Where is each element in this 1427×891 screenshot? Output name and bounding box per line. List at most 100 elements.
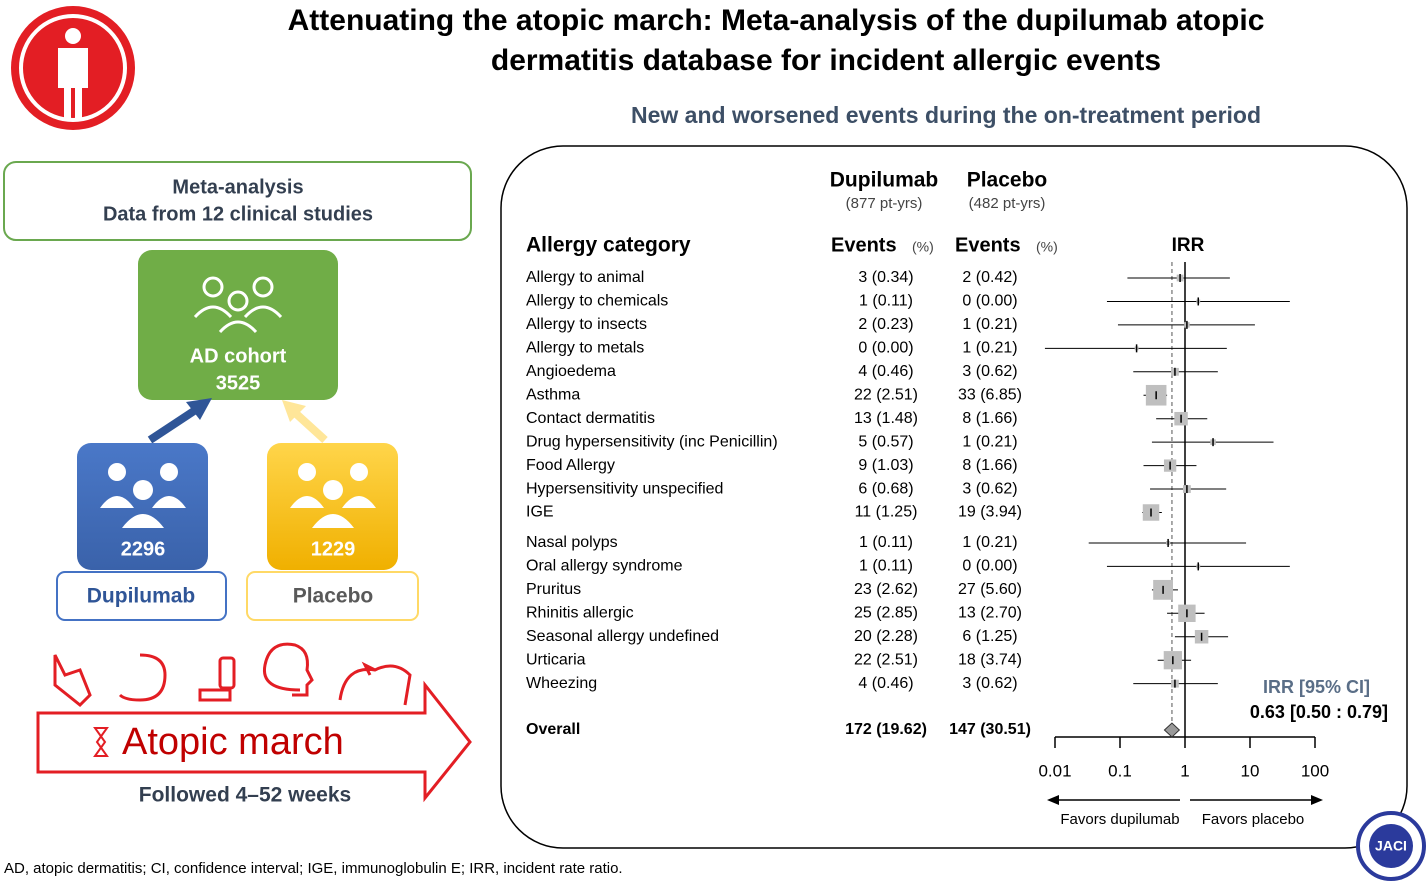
column-header: Dupilumab: [830, 169, 939, 192]
favor-arrow-head: [1311, 795, 1323, 805]
category-label: Pruritus: [526, 581, 581, 598]
placebo-events: 33 (6.85): [958, 386, 1022, 403]
placebo-events: 18 (3.74): [958, 651, 1022, 668]
dupilumab-events: 6 (0.68): [858, 480, 913, 497]
dupilumab-events: 9 (1.03): [858, 457, 913, 474]
category-label: Nasal polyps: [526, 534, 618, 551]
x-tick-label: 1: [1180, 761, 1189, 780]
dupilumab-events: 20 (2.28): [854, 628, 918, 645]
placebo-events: 1 (0.21): [962, 433, 1017, 450]
arrow: [289, 407, 328, 443]
dupilumab-events: 4 (0.46): [858, 363, 913, 380]
placebo-events: 3 (0.62): [962, 363, 1017, 380]
category-label: Drug hypersensitivity (inc Penicillin): [526, 433, 778, 450]
placebo-events: 27 (5.60): [958, 581, 1022, 598]
title: dermatitis database for incident allergi…: [491, 44, 1161, 77]
dupilumab-events: 22 (2.51): [854, 651, 918, 668]
dupilumab-events: 4 (0.46): [858, 675, 913, 692]
x-tick-label: 100: [1301, 761, 1329, 780]
placebo-label: Placebo: [293, 585, 374, 608]
meta-box: [3, 161, 472, 241]
followed: Followed 4–52 weeks: [139, 784, 351, 807]
column-header: (%): [912, 239, 934, 255]
arrow-head: [282, 400, 306, 422]
dupilumab-events: 13 (1.48): [854, 410, 918, 427]
placebo-events: 6 (1.25): [962, 628, 1017, 645]
meta-text: Meta-analysis: [172, 176, 303, 198]
dupilumab-events: 3 (0.34): [858, 269, 913, 286]
category-label: Hypersensitivity unspecified: [526, 480, 723, 497]
overall-placebo: 147 (30.51): [949, 721, 1031, 738]
forest-panel: [500, 145, 1408, 849]
category-label: Allergy to animal: [526, 269, 644, 286]
people-icon: [193, 276, 283, 334]
dupilumab-events: 1 (0.11): [859, 558, 913, 575]
category-label: Asthma: [526, 386, 580, 403]
placebo-events: 8 (1.66): [962, 410, 1017, 427]
placebo-events: 1 (0.21): [962, 534, 1017, 551]
placebo-n: 1229: [311, 538, 356, 560]
column-header: IRR: [1172, 235, 1205, 256]
cohort-box: [138, 250, 338, 400]
x-tick-label: 0.1: [1108, 761, 1132, 780]
placebo-label-box: [246, 571, 419, 621]
dupilumab-events: 2 (0.23): [858, 316, 913, 333]
category-label: Allergy to chemicals: [526, 293, 668, 310]
irr-label: IRR [95% CI]: [1263, 677, 1370, 697]
meta-text: Data from 12 clinical studies: [103, 203, 373, 225]
category-label: Contact dermatitis: [526, 410, 655, 427]
journal-logo-text: JACI: [1375, 838, 1407, 854]
cohort-n: 3525: [216, 372, 261, 394]
placebo-events: 3 (0.62): [962, 480, 1017, 497]
hourglass: [93, 727, 109, 757]
march-label: Atopic march: [122, 721, 344, 763]
placebo-events: 2 (0.42): [962, 269, 1017, 286]
category-label: Rhinitis allergic: [526, 605, 634, 622]
placebo-events: 0 (0.00): [962, 293, 1017, 310]
dupilumab-events: 0 (0.00): [858, 340, 913, 357]
march-arrow: [36, 680, 472, 803]
column-header: (%): [1036, 239, 1058, 255]
favor-label: Favors dupilumab: [1060, 811, 1179, 828]
people-icon: [100, 463, 376, 528]
dupilumab-events: 1 (0.11): [859, 293, 913, 310]
favor-arrow-head: [1047, 795, 1059, 805]
category-label: Urticaria: [526, 651, 586, 668]
column-header: Events: [831, 234, 897, 256]
placebo-events: 0 (0.00): [962, 558, 1017, 575]
arrow: [147, 403, 203, 444]
column-header: Placebo: [967, 169, 1048, 192]
placebo-events: 3 (0.62): [962, 675, 1017, 692]
dupilumab-events: 1 (0.11): [859, 534, 913, 551]
category-label: Allergy to insects: [526, 316, 647, 333]
arrow-head: [186, 398, 212, 420]
placebo-events: 8 (1.66): [962, 457, 1017, 474]
favor-label: Favors placebo: [1202, 811, 1305, 828]
symptom-icons: [53, 642, 412, 708]
placebo-events: 13 (2.70): [958, 605, 1022, 622]
overall-label: Overall: [526, 721, 580, 738]
dupilumab-events: 5 (0.57): [858, 433, 913, 450]
placebo-events: 1 (0.21): [962, 340, 1017, 357]
dupilumab-events: 22 (2.51): [854, 386, 918, 403]
dupilumab-events: 23 (2.62): [854, 581, 918, 598]
category-label: Food Allergy: [526, 457, 615, 474]
dupilumab-n: 2296: [121, 538, 166, 560]
person-logo: [11, 6, 135, 130]
column-header: Allergy category: [526, 234, 691, 257]
category-label: Oral allergy syndrome: [526, 558, 683, 575]
category-label: IGE: [526, 504, 554, 521]
column-header: Events: [955, 234, 1021, 256]
footnote: AD, atopic dermatitis; CI, confidence in…: [4, 860, 623, 877]
dupilumab-events: 25 (2.85): [854, 605, 918, 622]
placebo-events: 1 (0.21): [962, 316, 1017, 333]
x-tick-label: 0.01: [1038, 761, 1071, 780]
x-tick-label: 10: [1241, 761, 1260, 780]
dupilumab-label: Dupilumab: [87, 585, 196, 608]
subtitle: New and worsened events during the on-tr…: [631, 102, 1261, 128]
journal-logo: [1369, 824, 1413, 868]
overall-diamond: [1163, 722, 1181, 738]
category-label: Angioedema: [526, 363, 616, 380]
category-label: Seasonal allergy undefined: [526, 628, 719, 645]
